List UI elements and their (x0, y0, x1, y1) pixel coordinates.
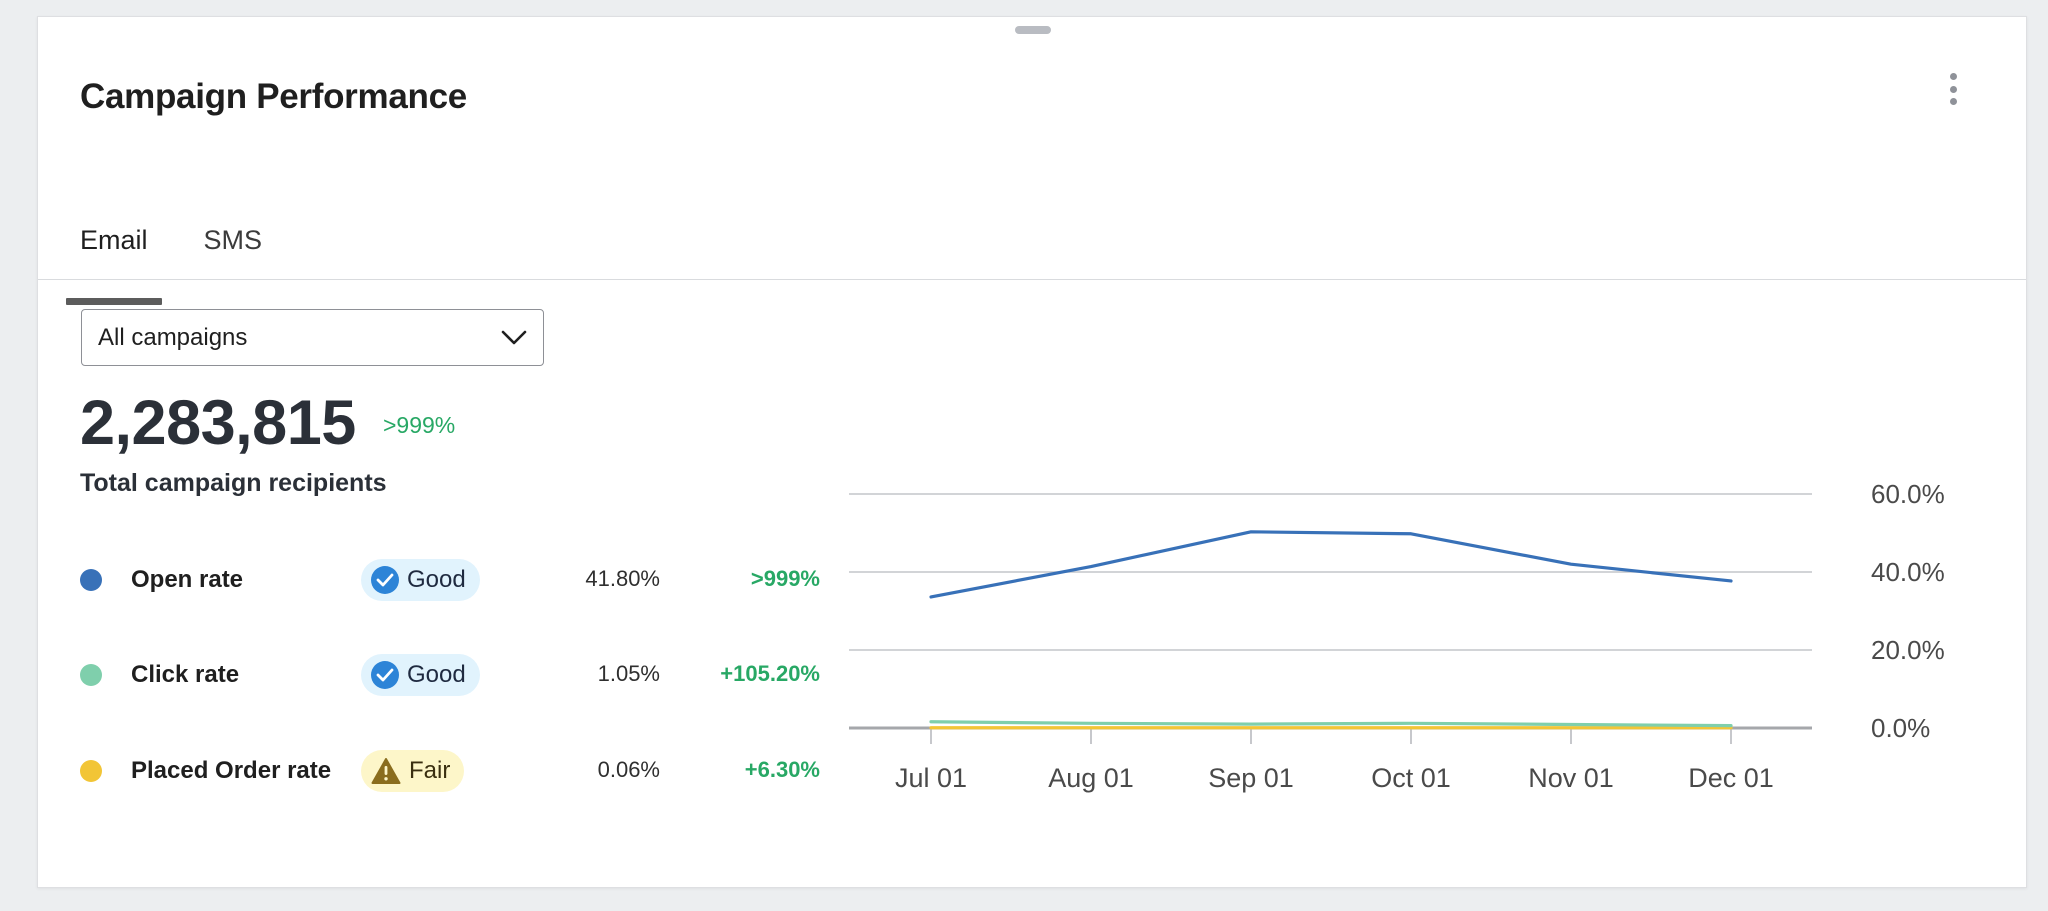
total-recipients-value: 2,283,815 (80, 388, 356, 458)
status-badge: Good (361, 654, 480, 696)
status-badge: Fair (361, 750, 465, 792)
campaign-filter-value: All campaigns (98, 323, 248, 351)
x-tick-label: Oct 01 (1371, 763, 1451, 793)
y-tick-label: 60.0% (1871, 479, 1945, 509)
y-tick-label: 40.0% (1871, 557, 1945, 587)
y-tick-label: 20.0% (1871, 635, 1945, 665)
metric-click-rate: Click rate Good 1.05% +105.20% (80, 654, 820, 698)
x-tick-label: Nov 01 (1528, 763, 1614, 793)
metric-name: Click rate (131, 661, 240, 688)
metric-open-rate: Open rate Good 41.80% >999% (80, 559, 820, 603)
open-rate-legend-dot (80, 569, 102, 591)
warning-triangle-icon (371, 758, 401, 784)
tab-email[interactable]: Email (66, 207, 162, 305)
status-badge-label: Fair (409, 757, 451, 784)
more-options-icon[interactable] (1941, 69, 1965, 109)
metric-value: 41.80% (585, 566, 660, 591)
series-line-open-rate (929, 530, 1733, 599)
drag-handle[interactable] (1015, 26, 1051, 34)
metric-value: 1.05% (597, 661, 660, 686)
x-tick-label: Dec 01 (1688, 763, 1774, 793)
performance-line-chart: 0.0% 20.0% 40.0% 60.0% Jul 01 Aug 01 Sep 01 Oct… (849, 479, 1945, 793)
x-tick-label: Aug 01 (1048, 763, 1134, 793)
check-circle-icon (371, 661, 399, 689)
campaign-filter-select[interactable]: All campaigns (81, 309, 544, 366)
metric-placed-order-rate: Placed Order rate Fair 0.06% +6.30% (80, 750, 820, 794)
metric-value: 0.06% (597, 757, 660, 782)
check-circle-icon (371, 566, 399, 594)
placed-order-rate-legend-dot (80, 760, 102, 782)
chevron-down-icon (501, 330, 527, 344)
channel-tabs: Email SMS (66, 207, 276, 305)
metric-change: +6.30% (744, 757, 820, 782)
metric-change: +105.20% (720, 661, 820, 686)
campaign-performance-card: Campaign Performance Email SMS All campa… (37, 16, 2027, 888)
total-recipients-label: Total campaign recipients (80, 469, 387, 497)
total-recipients-change: >999% (383, 412, 456, 438)
status-badge-label: Good (407, 661, 466, 688)
x-tick-label: Jul 01 (895, 763, 967, 793)
status-badge: Good (361, 559, 480, 601)
status-badge-label: Good (407, 566, 466, 593)
tabs-divider (38, 279, 2026, 280)
metric-change: >999% (750, 566, 820, 591)
metric-name: Placed Order rate (131, 757, 332, 784)
tab-sms[interactable]: SMS (203, 225, 263, 255)
card-title: Campaign Performance (80, 77, 467, 116)
metric-name: Open rate (131, 566, 244, 593)
x-tick-label: Sep 01 (1208, 763, 1294, 793)
y-tick-label: 0.0% (1871, 713, 1930, 743)
series-line-click-rate (929, 720, 1733, 728)
click-rate-legend-dot (80, 664, 102, 686)
